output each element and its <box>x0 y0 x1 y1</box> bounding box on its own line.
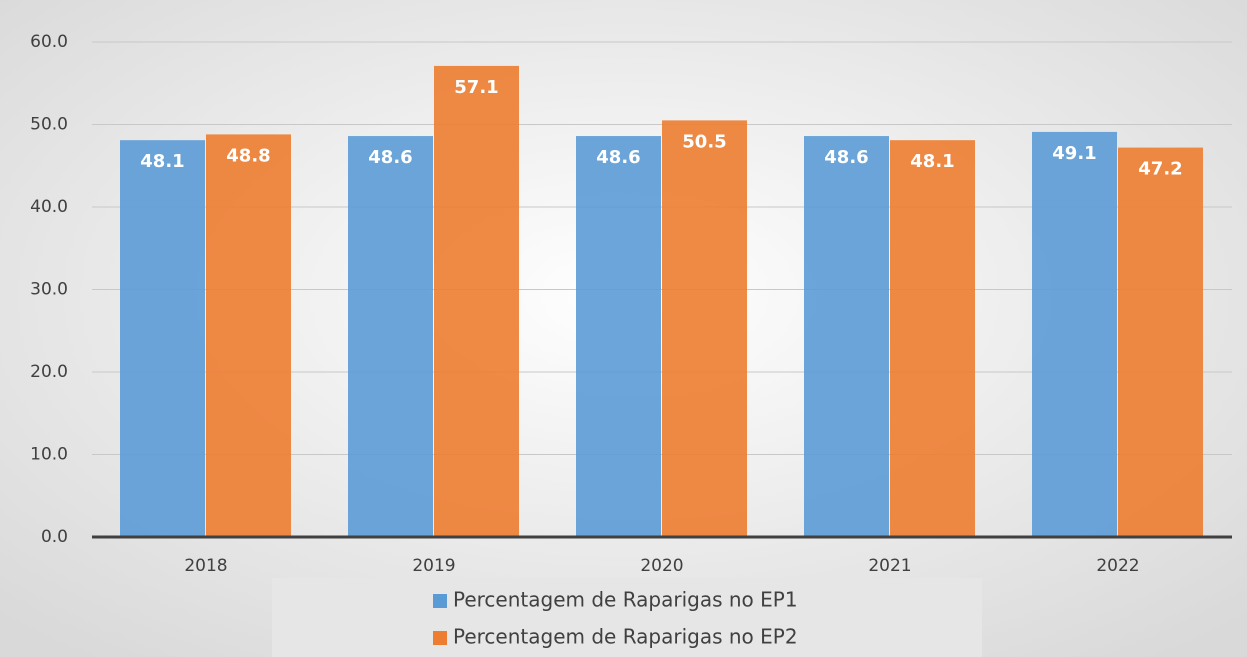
x-tick-label: 2019 <box>412 556 455 576</box>
value-label: 48.6 <box>596 147 640 168</box>
bar <box>662 120 747 537</box>
bar <box>1032 131 1117 538</box>
x-tick-label: 2018 <box>184 556 227 576</box>
value-label: 47.2 <box>1138 159 1182 180</box>
bar <box>890 140 975 538</box>
bar <box>576 136 661 538</box>
bar <box>434 65 519 538</box>
bar <box>1118 147 1203 537</box>
legend-label: Percentagem de Raparigas no EP2 <box>453 625 798 649</box>
x-tick-label: 2020 <box>640 556 683 576</box>
legend-swatch <box>433 594 447 608</box>
value-label: 48.1 <box>140 151 184 172</box>
y-tick-label: 10.0 <box>30 445 68 465</box>
value-label: 49.1 <box>1052 143 1096 164</box>
y-tick-label: 0.0 <box>41 527 68 547</box>
legend-label: Percentagem de Raparigas no EP1 <box>453 588 798 612</box>
bar <box>120 140 205 538</box>
x-tick-label: 2022 <box>1096 556 1139 576</box>
y-tick-label: 20.0 <box>30 362 68 382</box>
value-label: 57.1 <box>454 77 498 98</box>
value-label: 48.6 <box>824 147 868 168</box>
x-tick-label: 2021 <box>868 556 911 576</box>
y-tick-label: 30.0 <box>30 280 68 300</box>
value-label: 48.6 <box>368 147 412 168</box>
value-label: 48.1 <box>910 151 954 172</box>
bar <box>206 134 291 537</box>
y-tick-label: 40.0 <box>30 197 68 217</box>
y-tick-label: 60.0 <box>30 32 68 52</box>
y-tick-label: 50.0 <box>30 115 68 135</box>
bar <box>348 136 433 538</box>
value-label: 50.5 <box>682 131 726 152</box>
legend-box <box>272 578 982 657</box>
legend-swatch <box>433 631 447 645</box>
value-label: 48.8 <box>226 145 270 166</box>
bar <box>804 136 889 538</box>
